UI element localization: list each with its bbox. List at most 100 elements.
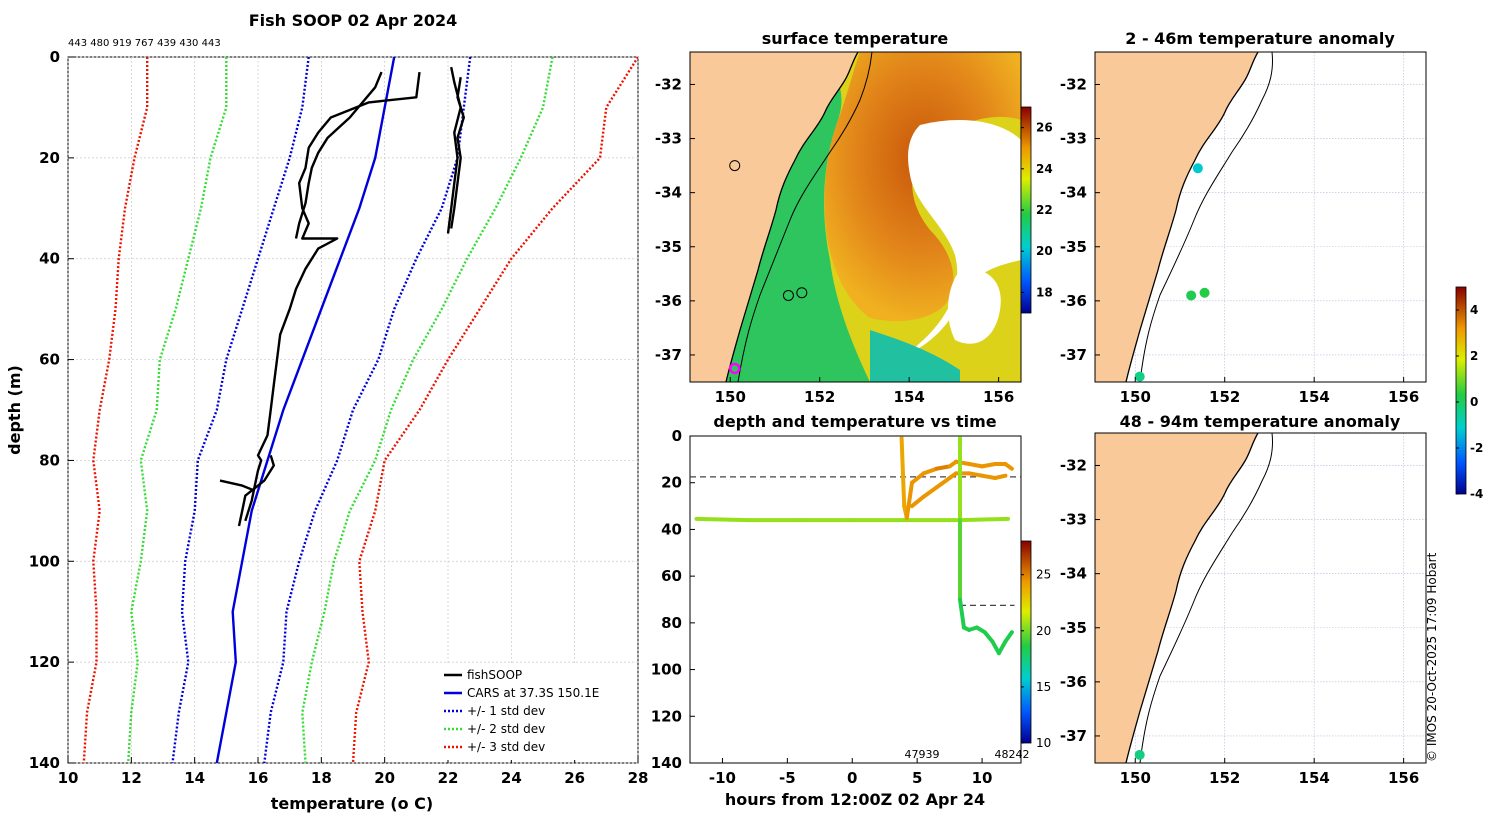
anomaly-upper-coastline — [1125, 52, 1259, 382]
sst-isobath — [737, 52, 873, 382]
legend-label-fish: fishSOOP — [467, 668, 522, 682]
profile-plot: 10 12 14 16 18 20 22 24 26 28 0 20 40 60 80 100 120 140 t… — [5, 48, 648, 813]
timeseries-track-segment — [899, 436, 907, 509]
map-lat-tick-label: -35 — [1060, 619, 1087, 637]
profile-y-tick-label: 0 — [50, 48, 60, 66]
timeseries-track-segment — [910, 494, 926, 509]
map-lat-tick-label: -37 — [1060, 727, 1087, 745]
anomaly-upper-title: 2 - 46m temperature anomaly — [1125, 29, 1395, 48]
map-lat-tick-label: -36 — [1060, 292, 1087, 310]
timeseries-track-segment — [980, 473, 997, 480]
map-lon-tick-label: 154 — [1299, 769, 1330, 787]
legend-label-std2: +/- 2 std dev — [467, 722, 545, 736]
map-lon-tick-label: 156 — [1388, 388, 1419, 406]
timeseries-track-segment — [967, 462, 985, 469]
timeseries-title: depth and temperature vs time — [713, 412, 996, 431]
copyright-text: © IMOS 20-Oct-2025 17:09 Hobart — [1425, 552, 1439, 762]
map-lon-tick-label: 152 — [804, 388, 835, 406]
timeseries-track-segment — [1003, 630, 1014, 644]
timeseries-track-segment — [958, 597, 966, 630]
anomaly-colorbar-tick-label: 0 — [1470, 395, 1478, 409]
anomaly-colorbar-group: -4 -2 0 2 4 — [1455, 286, 1483, 501]
timeseries-y-tick-label: 80 — [661, 614, 682, 632]
map-lat-tick-label: -37 — [1060, 346, 1087, 364]
profile-x-tick-label: 14 — [184, 769, 205, 787]
map-lat-tick-label: -35 — [1060, 238, 1087, 256]
profile-plot-frame — [67, 56, 639, 764]
map-lat-tick-label: -34 — [1060, 565, 1087, 583]
timeseries-track-segment — [904, 480, 914, 520]
map-lat-tick-label: -32 — [655, 75, 682, 93]
profile-x-tick-label: 16 — [248, 769, 269, 787]
profile-y-tick-label: 60 — [39, 351, 60, 369]
sst-colorbar-tick-label: 18 — [1036, 285, 1053, 299]
sst-colorbar-tick-label: 20 — [1036, 244, 1053, 258]
map-lon-tick-label: 152 — [1209, 769, 1240, 787]
profile-y-tick-label: 40 — [39, 250, 60, 268]
timeseries-y-tick-label: 40 — [661, 520, 682, 538]
anomaly-upper-map — [1095, 52, 1273, 382]
timeseries-colorbar-tick-label: 25 — [1036, 568, 1051, 582]
anomaly-upper-point — [1186, 290, 1197, 301]
timeseries-y-tick-label: 120 — [651, 707, 682, 725]
anomaly-lower-land — [1095, 433, 1258, 763]
profile-plus3-line — [351, 57, 638, 763]
sst-colorbar-tick-label: 24 — [1036, 162, 1053, 176]
timeseries-track-segment — [996, 639, 1008, 656]
timeseries-y-tick-label: 140 — [651, 754, 682, 772]
map-lat-tick-label: -36 — [1060, 673, 1087, 691]
profile-x-tick-label: 18 — [311, 769, 332, 787]
timeseries-track-segment — [934, 464, 952, 471]
timeseries-colorbar-ticks: 10 15 20 25 — [1021, 568, 1051, 750]
map-lat-tick-label: -34 — [655, 184, 682, 202]
anomaly-upper-isobath — [1139, 52, 1273, 382]
profile-x-tick-label: 24 — [501, 769, 522, 787]
map-lat-tick-label: -32 — [1060, 456, 1087, 474]
timeseries-track-segment — [694, 516, 751, 523]
legend-box — [438, 664, 635, 760]
anomaly-lower-isobath — [1139, 433, 1273, 763]
profile-grid — [67, 56, 639, 764]
sst-colorbar-tick-label: 22 — [1036, 203, 1053, 217]
profile-y-axis-label: depth (m) — [5, 365, 24, 455]
timeseries-x-tick-label: -10 — [709, 769, 736, 787]
map-lat-tick-label: -36 — [655, 292, 682, 310]
profile-ticks: 10 12 14 16 18 20 22 24 26 28 0 20 40 60 80 100 120 140 — [29, 48, 649, 787]
sst-cast-marker — [796, 287, 808, 299]
anomaly-lower-coastline — [1125, 433, 1259, 763]
profile-x-tick-label: 12 — [121, 769, 142, 787]
profile-y-tick-label: 20 — [39, 149, 60, 167]
timeseries-y-tick-label: 100 — [651, 661, 682, 679]
timeseries-data — [690, 436, 1021, 656]
profile-fish-cast-line — [219, 479, 256, 492]
profile-x-tick-label: 26 — [564, 769, 585, 787]
legend-label-cars: CARS at 37.3S 150.1E — [467, 686, 599, 700]
timeseries-x-axis-label: hours from 12:00Z 02 Apr 24 — [725, 790, 985, 809]
anomaly-upper-ticks: 150 152 154 156 -32 -33 -34 -35 -36 -37 — [1060, 75, 1419, 406]
profile-minus3-line — [82, 57, 149, 763]
map-lon-tick-label: 150 — [1120, 388, 1151, 406]
anomaly-upper-point — [1134, 371, 1145, 382]
timeseries-track-segment — [980, 462, 997, 469]
timeseries-bottom-label-2: 48242 — [995, 748, 1030, 761]
timeseries-track-segment — [982, 630, 995, 644]
timeseries-x-tick-label: 0 — [847, 769, 857, 787]
anomaly-lower-frame — [1094, 432, 1427, 764]
anomaly-colorbar-tick-label: 2 — [1470, 349, 1478, 363]
profile-fish-cast-line — [294, 71, 383, 239]
anomaly-map-lower: 48 - 94m temperature anomaly 150 152 154 15… — [1060, 412, 1427, 787]
anomaly-map-upper: 2 - 46m temperature anomaly 150 152 154 156… — [1060, 29, 1427, 406]
timeseries-track-segment — [921, 485, 939, 499]
timeseries-colorbar-tick-label: 10 — [1036, 736, 1051, 750]
map-lat-tick-label: -37 — [655, 346, 682, 364]
map-lon-tick-label: 150 — [1120, 769, 1151, 787]
sst-colorbar-tick-label: 26 — [1036, 121, 1053, 135]
profile-plus1-line — [263, 57, 472, 763]
sst-markers — [728, 160, 808, 375]
timeseries-colorbar — [1020, 540, 1032, 744]
timeseries-track-segment — [910, 471, 926, 485]
timeseries-track-segment — [1003, 462, 1014, 471]
profile-envelopes — [82, 57, 638, 763]
profile-x-tick-label: 20 — [374, 769, 395, 787]
anomaly-lower-map — [1095, 433, 1273, 763]
